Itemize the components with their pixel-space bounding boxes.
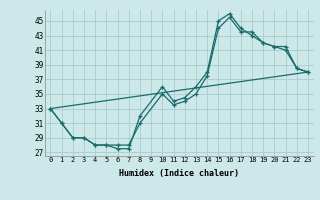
X-axis label: Humidex (Indice chaleur): Humidex (Indice chaleur) [119,169,239,178]
